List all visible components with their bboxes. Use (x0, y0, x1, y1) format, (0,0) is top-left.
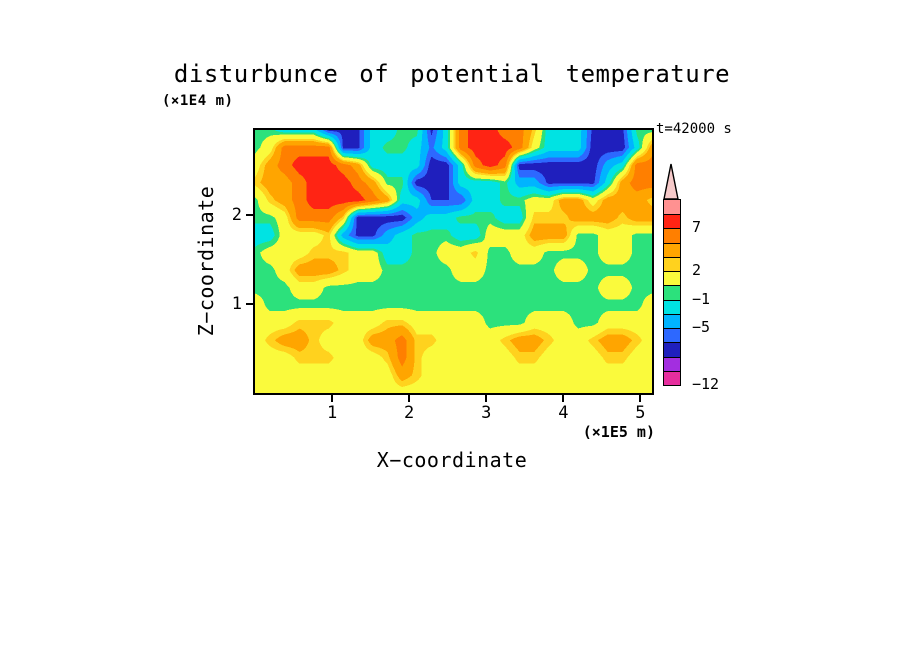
x-tick (485, 395, 488, 402)
x-tick-label: 2 (404, 403, 415, 423)
plot-area (253, 128, 654, 395)
colorbar-divider (664, 328, 680, 329)
x-tick (408, 395, 411, 402)
x-tick-label: 3 (481, 403, 492, 423)
colorbar-segment (664, 257, 680, 271)
colorbar-divider (664, 285, 680, 286)
colorbar (663, 199, 681, 386)
colorbar-divider (664, 243, 680, 244)
x-tick (331, 395, 334, 402)
colorbar-divider (664, 357, 680, 358)
heatmap-field (255, 130, 652, 393)
x-tick (562, 395, 565, 402)
colorbar-segment (664, 314, 680, 328)
z-tick-label: 1 (231, 293, 242, 314)
colorbar-segment (664, 371, 680, 385)
colorbar-segment (664, 214, 680, 228)
z-tick (246, 213, 253, 216)
colorbar-divider (664, 214, 680, 215)
colorbar-label: 2 (692, 261, 702, 280)
z-axis-unit: (×1E4 m) (162, 93, 234, 109)
colorbar-tip-icon (663, 163, 679, 200)
colorbar-divider (664, 257, 680, 258)
colorbar-segment (664, 300, 680, 314)
x-tick (639, 395, 642, 402)
colorbar-label: 7 (692, 218, 702, 237)
colorbar-segment (664, 228, 680, 243)
colorbar-segment (664, 200, 680, 214)
x-axis-label: X−coordinate (376, 448, 528, 472)
z-tick (246, 302, 253, 305)
colorbar-label: −1 (692, 289, 711, 308)
colorbar-divider (664, 228, 680, 229)
colorbar-segment (664, 243, 680, 257)
colorbar-divider (664, 342, 680, 343)
z-tick-label: 2 (231, 204, 242, 225)
time-annotation: t=42000 s (656, 121, 732, 137)
colorbar-label: −5 (692, 318, 711, 337)
colorbar-segment (664, 271, 680, 285)
colorbar-divider (664, 300, 680, 301)
colorbar-segment (664, 342, 680, 357)
colorbar-divider (664, 371, 680, 372)
x-tick-label: 1 (326, 403, 338, 423)
x-tick-label: 4 (558, 403, 569, 423)
colorbar-divider (664, 271, 680, 272)
colorbar-segment (664, 285, 680, 300)
chart-title: disturbunce of potential temperature (173, 60, 731, 88)
colorbar-segment (664, 328, 680, 342)
x-tick-label: 5 (635, 403, 646, 423)
x-axis-unit: (×1E5 m) (582, 423, 655, 441)
colorbar-label: −12 (692, 375, 720, 393)
colorbar-divider (664, 314, 680, 315)
colorbar-segment (664, 357, 680, 371)
